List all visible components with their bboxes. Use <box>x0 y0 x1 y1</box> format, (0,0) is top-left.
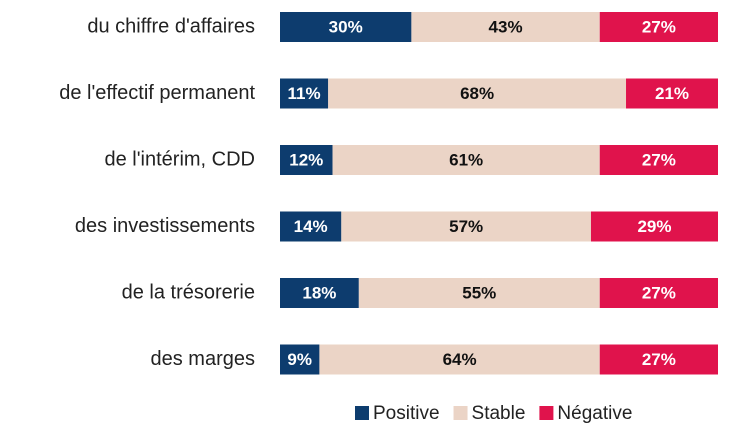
bar-segment <box>599 12 718 42</box>
value-label: 61% <box>449 150 483 169</box>
value-label: 9% <box>287 350 312 369</box>
legend-label: Stable <box>472 403 526 424</box>
bar-segment <box>280 12 412 42</box>
value-label: 64% <box>443 350 477 369</box>
value-label: 27% <box>642 17 676 36</box>
bar-segment <box>280 145 333 175</box>
bar-segment <box>411 12 600 42</box>
category-label: des investissements <box>75 215 255 237</box>
category-label: des marges <box>151 348 256 370</box>
bar-segment <box>280 278 359 308</box>
bar-segment <box>599 344 718 375</box>
bar-segment <box>319 344 600 375</box>
value-label: 18% <box>302 283 336 302</box>
bar-segment <box>626 78 718 109</box>
legend-label: Positive <box>373 403 440 424</box>
bar-segment <box>280 344 320 375</box>
value-label: 12% <box>289 150 323 169</box>
value-label: 11% <box>288 84 321 103</box>
value-label: 27% <box>642 283 676 302</box>
value-label: 68% <box>460 84 494 103</box>
value-label: 14% <box>294 217 328 236</box>
legend-swatch <box>355 406 369 420</box>
value-label: 27% <box>642 350 676 369</box>
bar-segment <box>590 211 718 242</box>
value-label: 21% <box>655 84 689 103</box>
bar-segment <box>280 78 329 109</box>
legend-swatch <box>539 406 554 420</box>
value-label: 29% <box>637 217 671 236</box>
bar-segment <box>599 145 718 175</box>
bar-segment <box>358 278 600 308</box>
bar-segment <box>341 211 591 242</box>
bar-segment <box>599 278 718 308</box>
legend-label: Négative <box>557 403 632 424</box>
category-label: de l'intérim, CDD <box>104 148 255 170</box>
value-label: 30% <box>329 17 363 36</box>
bar-segment <box>280 211 342 242</box>
value-label: 55% <box>462 283 496 302</box>
bar-segment <box>328 78 627 109</box>
value-label: 27% <box>642 150 676 169</box>
category-label: de l'effectif permanent <box>59 82 255 104</box>
value-label: 57% <box>449 217 483 236</box>
category-label: du chiffre d'affaires <box>87 15 255 37</box>
category-label: de la trésorerie <box>122 281 255 303</box>
bar-segment <box>332 145 600 175</box>
value-label: 43% <box>489 17 523 36</box>
legend-swatch <box>453 406 468 420</box>
